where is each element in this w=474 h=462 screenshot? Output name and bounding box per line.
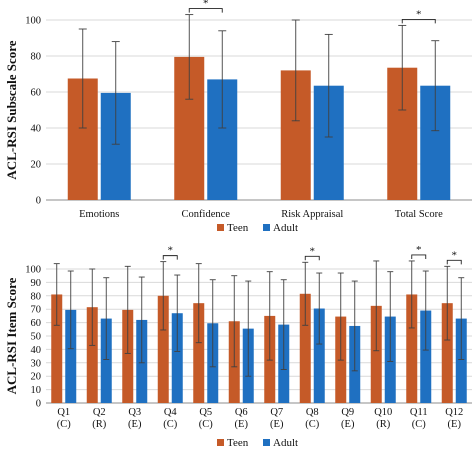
x-tick-label: Q1 <box>57 407 70 418</box>
y-tick-label: 70 <box>31 305 42 316</box>
y-tick-label: 60 <box>31 318 42 329</box>
x-tick-sublabel: (C) <box>412 419 427 430</box>
significance-star: * <box>203 0 209 10</box>
y-tick-label: 80 <box>31 291 42 302</box>
y-tick-label: 80 <box>31 52 42 63</box>
y-tick-label: 100 <box>25 265 41 276</box>
bar-adult-q11 <box>420 310 432 403</box>
bar-adult-q12 <box>455 318 467 403</box>
x-tick-sublabel: (C) <box>305 419 320 430</box>
x-tick-label: Confidence <box>182 209 231 220</box>
x-tick-label: Q4 <box>164 407 178 418</box>
significance-bracket <box>411 254 427 259</box>
x-tick-sublabel: (C) <box>163 419 178 430</box>
legend-swatch-teen <box>217 439 224 446</box>
significance-star: * <box>416 244 422 256</box>
legend-label-adult: Adult <box>273 222 298 234</box>
y-tick-label: 0 <box>36 399 41 410</box>
x-tick-label: Q2 <box>93 407 106 418</box>
significance-bracket <box>401 18 436 24</box>
bar-teen-q2 <box>86 307 98 403</box>
bar-teen-q11 <box>406 294 418 403</box>
y-tick-label: 20 <box>31 372 42 383</box>
chart-2: 0 10 20 30 40 50 60 70 80 90 100 ACL-RSI Item Score… <box>4 244 472 449</box>
y-tick-label: 90 <box>31 278 42 289</box>
x-tick-sublabel: (E) <box>341 419 355 430</box>
bar-teen-q12 <box>441 303 453 403</box>
x-tick-label: Emotions <box>79 209 119 220</box>
significance-bracket <box>446 259 462 265</box>
x-tick-label: Total Score <box>395 209 443 220</box>
x-tick-sublabel: (R) <box>92 419 107 430</box>
legend-swatch-adult <box>263 439 270 446</box>
bar-adult-q2 <box>100 318 112 403</box>
x-tick-label: Q10 <box>374 407 392 418</box>
x-tick-label: Q5 <box>199 407 212 418</box>
x-tick-label: Q11 <box>410 407 428 418</box>
legend-label-teen: Teen <box>227 222 249 234</box>
significance-star: * <box>168 245 174 257</box>
x-tick-label: Q6 <box>235 407 248 418</box>
x-tick-sublabel: (E) <box>448 419 462 430</box>
y-tick-label: 60 <box>31 88 42 99</box>
x-tick-sublabel: (R) <box>376 419 391 430</box>
legend-swatch-teen <box>217 224 224 231</box>
bar-teen-q10 <box>370 305 382 403</box>
x-tick-label: Q3 <box>128 407 141 418</box>
legend-label-teen: Teen <box>227 437 249 449</box>
significance-star: * <box>416 8 422 20</box>
y-tick-label: 10 <box>31 385 42 396</box>
x-tick-sublabel: (C) <box>199 419 214 430</box>
x-tick-label: Q8 <box>306 407 319 418</box>
y-tick-label: 0 <box>36 196 41 207</box>
y-axis-label: ACL-RSI Item Score <box>4 277 19 394</box>
legend-swatch-adult <box>263 224 270 231</box>
x-tick-label: Q9 <box>341 407 354 418</box>
significance-star: * <box>452 249 458 261</box>
bar-teen-q5 <box>193 303 205 403</box>
y-tick-label: 20 <box>31 160 42 171</box>
x-tick-label: Q12 <box>445 407 463 418</box>
bar-adult-q1 <box>65 309 77 403</box>
bar-teen-q8 <box>299 293 311 403</box>
significance-bracket <box>304 255 320 261</box>
x-tick-sublabel: (C) <box>57 419 72 430</box>
legend-label-adult: Adult <box>273 437 298 449</box>
y-tick-label: 50 <box>31 332 42 343</box>
y-axis-label: ACL-RSI Subscale Score <box>4 40 19 179</box>
significance-bracket <box>162 255 178 260</box>
x-tick-label: Risk Appraisal <box>281 209 343 220</box>
significance-star: * <box>310 245 316 257</box>
bar-teen-q1 <box>51 294 63 403</box>
significance-bracket <box>188 8 223 13</box>
bar-teen-q4 <box>157 295 169 403</box>
x-tick-sublabel: (E) <box>128 419 142 430</box>
bar-adult-q4 <box>171 313 183 403</box>
x-tick-sublabel: (E) <box>270 419 284 430</box>
bar-teen-q3 <box>122 309 134 403</box>
bar-adult-q8 <box>313 308 325 403</box>
y-tick-label: 40 <box>31 345 42 356</box>
y-tick-label: 30 <box>31 358 42 369</box>
y-tick-label: 100 <box>25 16 41 27</box>
x-tick-sublabel: (E) <box>235 419 249 430</box>
x-tick-label: Q7 <box>270 407 283 418</box>
y-tick-label: 40 <box>31 124 42 135</box>
chart-1: 0 20 40 60 80 100 ACL-RSI Subscale Score Emotio… <box>4 0 472 234</box>
